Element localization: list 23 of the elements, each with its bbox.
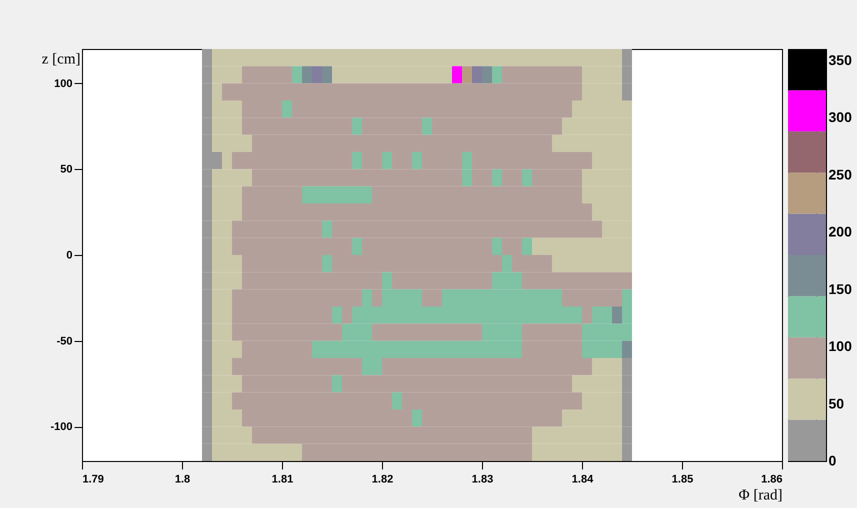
color-bar-label: 100 xyxy=(828,338,852,354)
color-bar-label: 250 xyxy=(828,166,852,182)
y-tick-label: 0 xyxy=(66,250,72,262)
x-tick-label: 1.85 xyxy=(672,474,694,486)
color-bar-label: 300 xyxy=(828,109,852,126)
x-tick-label: 1.81 xyxy=(272,474,294,486)
y-tick-label: -100 xyxy=(50,421,72,434)
color-bar-label: 0 xyxy=(828,452,836,468)
color-bar-label: 50 xyxy=(828,395,844,412)
x-tick-label: 1.79 xyxy=(82,474,104,486)
color-bar-label: 350 xyxy=(828,52,852,68)
y-tick-label: 50 xyxy=(60,164,72,176)
color-bar-label: 150 xyxy=(828,280,852,297)
x-tick-label: 1.82 xyxy=(372,474,394,486)
x-tick-label: 1.8 xyxy=(174,474,190,486)
color-bar-label: 200 xyxy=(828,224,852,240)
y-axis-title: z [cm] xyxy=(42,52,80,68)
x-tick-label: 1.83 xyxy=(472,474,494,486)
x-tick-label: 1.86 xyxy=(761,474,782,486)
y-tick-label: -50 xyxy=(56,335,72,348)
x-tick-label: 1.84 xyxy=(572,474,594,486)
y-tick-label: 100 xyxy=(54,78,72,90)
x-axis-title: Φ [rad] xyxy=(738,488,782,504)
